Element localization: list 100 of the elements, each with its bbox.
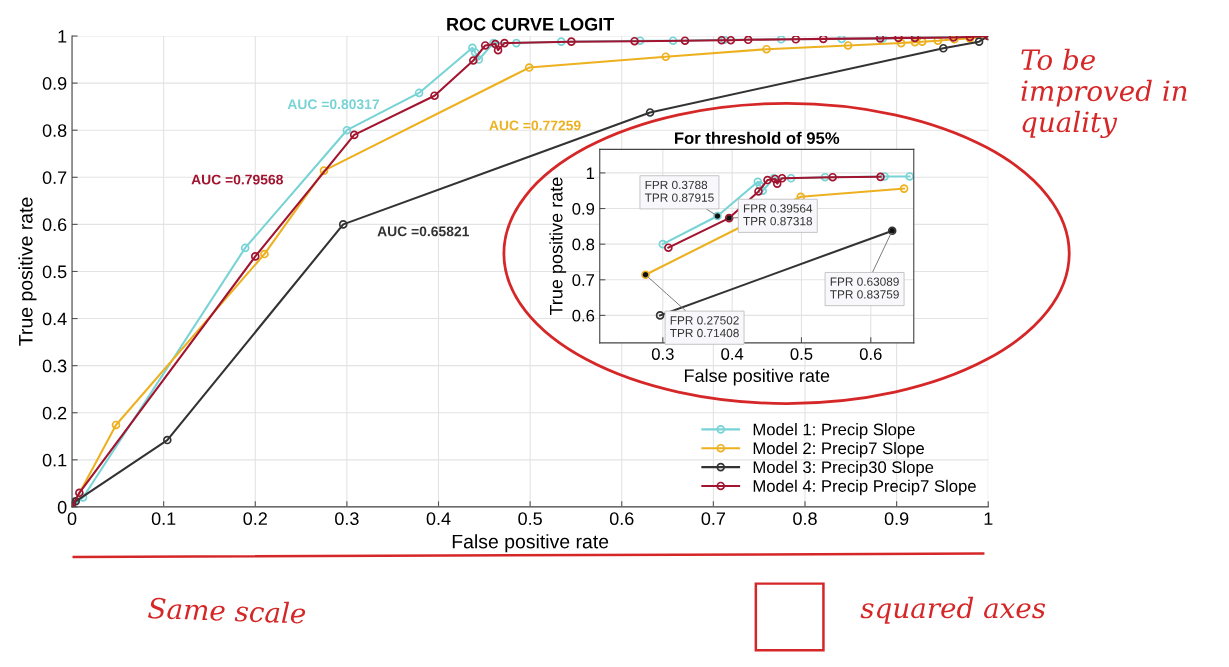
chart-title: ROC CURVE LOGIT xyxy=(447,17,615,31)
point xyxy=(772,179,782,188)
point xyxy=(726,36,736,45)
point xyxy=(655,311,665,320)
y-tick-label: 0.9 xyxy=(572,202,595,215)
x-tick-label: 0.3 xyxy=(335,512,359,526)
y-tick-label: 0.7 xyxy=(572,274,595,286)
point xyxy=(743,36,753,45)
x-axis-title: False positive rate xyxy=(452,534,609,553)
text: Same scale xyxy=(148,596,306,624)
x-tick-label: 0.4 xyxy=(721,348,744,360)
y-tick-label: 0.8 xyxy=(572,238,595,251)
annotation: FPR 0.27502 TPR 0.71408 xyxy=(670,316,739,338)
point xyxy=(75,488,84,498)
point xyxy=(939,43,948,53)
point xyxy=(493,45,503,55)
point xyxy=(843,41,853,50)
point xyxy=(342,125,352,135)
point xyxy=(260,249,269,259)
annotation: AUC =0.77259 xyxy=(489,120,581,131)
point xyxy=(777,173,787,183)
point xyxy=(349,130,359,140)
point xyxy=(791,36,801,44)
point xyxy=(753,177,763,187)
point xyxy=(469,56,478,65)
point xyxy=(786,173,796,183)
point xyxy=(680,36,690,46)
y-tick-label: 0.4 xyxy=(42,312,67,326)
x-tick-label: 0 xyxy=(67,512,77,526)
annotation: FPR 0.39564 TPR 0.87318 xyxy=(743,204,813,226)
y-tick-label: 0.2 xyxy=(42,406,67,420)
y-tick-label: 0 xyxy=(57,500,67,514)
y-tick-label: 1 xyxy=(586,167,595,179)
x-tick-label: 0.1 xyxy=(151,512,176,526)
point xyxy=(414,88,424,98)
point xyxy=(474,55,484,64)
point xyxy=(338,220,348,229)
annotation: AUC =0.65821 xyxy=(377,226,469,237)
y-tick-label: 1 xyxy=(58,30,67,43)
point xyxy=(776,36,786,44)
y-axis-title: True positive rate xyxy=(18,197,37,346)
point xyxy=(635,36,645,46)
point xyxy=(837,36,846,44)
point xyxy=(556,37,566,46)
point xyxy=(658,239,668,249)
x-tick-label: 0.4 xyxy=(426,512,451,526)
y-tick-label: 0.5 xyxy=(42,265,67,279)
y-tick-label: 0.3 xyxy=(42,359,67,373)
point xyxy=(754,187,763,196)
x-tick-label: 0.6 xyxy=(859,348,882,360)
point xyxy=(250,252,260,261)
y-tick-label: 0.9 xyxy=(42,77,67,90)
point xyxy=(480,41,490,50)
point xyxy=(630,36,639,46)
point xyxy=(78,493,88,502)
point xyxy=(828,172,837,182)
y-tick-label: 0.7 xyxy=(42,171,67,185)
chart-title: For threshold of 95% xyxy=(675,131,840,145)
point xyxy=(876,172,885,182)
x-tick-label: 0.7 xyxy=(701,512,726,526)
annotation: AUC =0.79568 xyxy=(191,174,283,185)
point xyxy=(567,37,576,46)
point xyxy=(500,38,509,48)
annotation: AUC =0.80317 xyxy=(287,99,379,110)
x-tick-label: 0.5 xyxy=(518,512,542,526)
legend-label: Model 2: Precip7 Slope xyxy=(753,441,924,458)
point xyxy=(763,175,772,185)
point xyxy=(468,43,477,53)
point xyxy=(240,243,250,253)
y-tick-label: 0.1 xyxy=(42,453,67,467)
point xyxy=(899,184,909,193)
point xyxy=(974,37,984,46)
x-tick-label: 0.2 xyxy=(243,512,267,526)
point xyxy=(661,52,671,62)
point xyxy=(917,37,927,46)
point xyxy=(470,48,480,57)
point xyxy=(894,36,903,43)
x-tick-label: 0.3 xyxy=(651,348,674,360)
x-tick-label: 0.5 xyxy=(790,348,813,360)
x-tick-label: 0.6 xyxy=(609,512,634,526)
annotation: FPR 0.3788 TPR 0.87915 xyxy=(644,180,714,202)
point xyxy=(524,63,534,72)
y-axis-title: True positive rate xyxy=(549,177,567,316)
point xyxy=(819,36,828,44)
point xyxy=(762,44,771,54)
legend-label: Model 3: Precip30 Slope xyxy=(753,460,934,477)
point xyxy=(645,108,655,117)
point xyxy=(430,91,439,101)
point xyxy=(111,420,121,430)
x-tick-label: 1 xyxy=(984,512,993,525)
legend-label: Model 4: Precip Precip7 Slope xyxy=(753,479,976,496)
point xyxy=(668,36,678,46)
text: To be improved in quality xyxy=(1021,48,1187,139)
point xyxy=(820,172,830,182)
y-tick-label: 0.6 xyxy=(42,218,67,232)
y-tick-label: 0.6 xyxy=(572,309,595,322)
point xyxy=(319,166,329,175)
x-tick-label: 0.8 xyxy=(793,512,817,526)
point xyxy=(933,36,943,46)
legend-label: Model 1: Precip Slope xyxy=(753,423,915,439)
